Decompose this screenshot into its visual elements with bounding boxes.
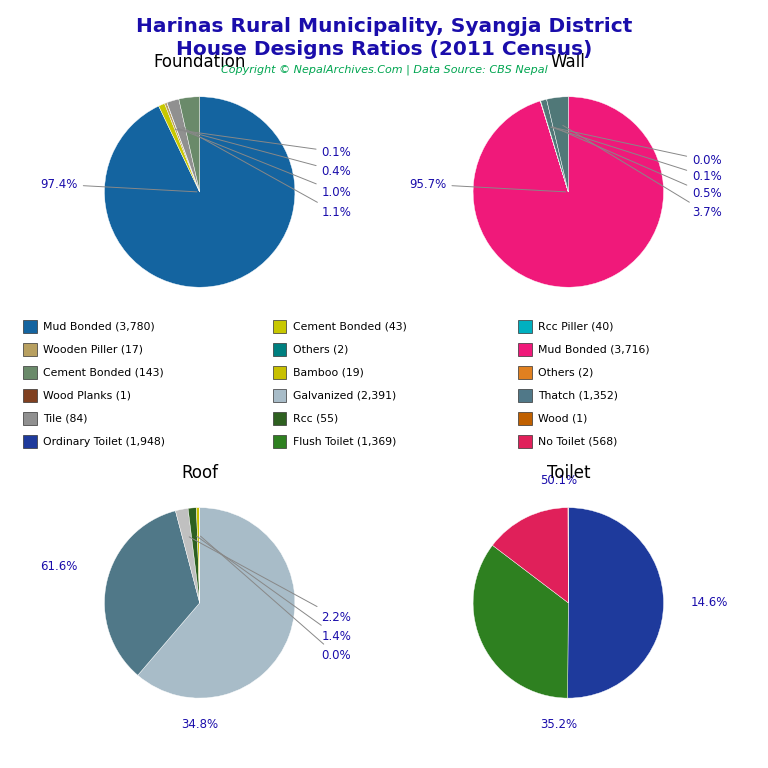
Text: 0.0%: 0.0% xyxy=(200,536,351,662)
Text: Bamboo (19): Bamboo (19) xyxy=(293,367,363,378)
Title: Toilet: Toilet xyxy=(547,465,590,482)
Text: 50.1%: 50.1% xyxy=(540,475,578,488)
Text: 34.8%: 34.8% xyxy=(181,718,218,731)
Wedge shape xyxy=(547,97,568,192)
Text: Ordinary Toilet (1,948): Ordinary Toilet (1,948) xyxy=(43,436,165,447)
Wedge shape xyxy=(164,103,200,192)
Text: 0.0%: 0.0% xyxy=(551,127,722,167)
Text: Thatch (1,352): Thatch (1,352) xyxy=(538,390,618,401)
Text: Wood Planks (1): Wood Planks (1) xyxy=(43,390,131,401)
Wedge shape xyxy=(541,99,568,192)
Text: Wood (1): Wood (1) xyxy=(538,413,588,424)
Text: Cement Bonded (143): Cement Bonded (143) xyxy=(43,367,164,378)
Title: Wall: Wall xyxy=(551,54,586,71)
Wedge shape xyxy=(104,97,295,287)
Text: Wooden Piller (17): Wooden Piller (17) xyxy=(43,344,143,355)
Wedge shape xyxy=(473,545,568,698)
Text: Others (2): Others (2) xyxy=(538,367,594,378)
Text: Tile (84): Tile (84) xyxy=(43,413,88,424)
Text: Copyright © NepalArchives.Com | Data Source: CBS Nepal: Copyright © NepalArchives.Com | Data Sou… xyxy=(220,65,548,75)
Text: Others (2): Others (2) xyxy=(293,344,348,355)
Wedge shape xyxy=(568,508,664,698)
Text: House Designs Ratios (2011 Census): House Designs Ratios (2011 Census) xyxy=(176,40,592,59)
Wedge shape xyxy=(541,101,568,192)
Wedge shape xyxy=(197,508,200,603)
Title: Roof: Roof xyxy=(181,465,218,482)
Wedge shape xyxy=(167,99,200,192)
Wedge shape xyxy=(137,508,295,698)
Text: 1.1%: 1.1% xyxy=(183,127,352,220)
Wedge shape xyxy=(175,508,200,603)
Wedge shape xyxy=(159,104,200,192)
Wedge shape xyxy=(104,511,200,675)
Text: Rcc (55): Rcc (55) xyxy=(293,413,338,424)
Text: 0.5%: 0.5% xyxy=(553,127,722,200)
Text: 0.1%: 0.1% xyxy=(175,130,351,158)
Text: 1.0%: 1.0% xyxy=(179,129,351,198)
Text: 14.6%: 14.6% xyxy=(690,597,727,609)
Wedge shape xyxy=(492,508,568,603)
Wedge shape xyxy=(188,508,200,603)
Text: 35.2%: 35.2% xyxy=(540,718,578,731)
Wedge shape xyxy=(179,97,200,192)
Text: No Toilet (568): No Toilet (568) xyxy=(538,436,617,447)
Text: 3.7%: 3.7% xyxy=(563,125,722,220)
Wedge shape xyxy=(167,103,200,192)
Text: Cement Bonded (43): Cement Bonded (43) xyxy=(293,321,406,332)
Text: 1.4%: 1.4% xyxy=(197,536,352,643)
Title: Foundation: Foundation xyxy=(154,54,246,71)
Text: Flush Toilet (1,369): Flush Toilet (1,369) xyxy=(293,436,396,447)
Text: 0.4%: 0.4% xyxy=(178,129,351,177)
Wedge shape xyxy=(473,97,664,287)
Text: 2.2%: 2.2% xyxy=(189,537,352,624)
Wedge shape xyxy=(540,101,568,192)
Text: Mud Bonded (3,780): Mud Bonded (3,780) xyxy=(43,321,155,332)
Text: 95.7%: 95.7% xyxy=(409,178,565,192)
Text: Galvanized (2,391): Galvanized (2,391) xyxy=(293,390,396,401)
Text: 61.6%: 61.6% xyxy=(41,560,78,573)
Text: 97.4%: 97.4% xyxy=(41,178,197,192)
Text: Mud Bonded (3,716): Mud Bonded (3,716) xyxy=(538,344,650,355)
Text: Rcc Piller (40): Rcc Piller (40) xyxy=(538,321,614,332)
Text: Harinas Rural Municipality, Syangja District: Harinas Rural Municipality, Syangja Dist… xyxy=(136,17,632,36)
Text: 0.1%: 0.1% xyxy=(551,127,722,184)
